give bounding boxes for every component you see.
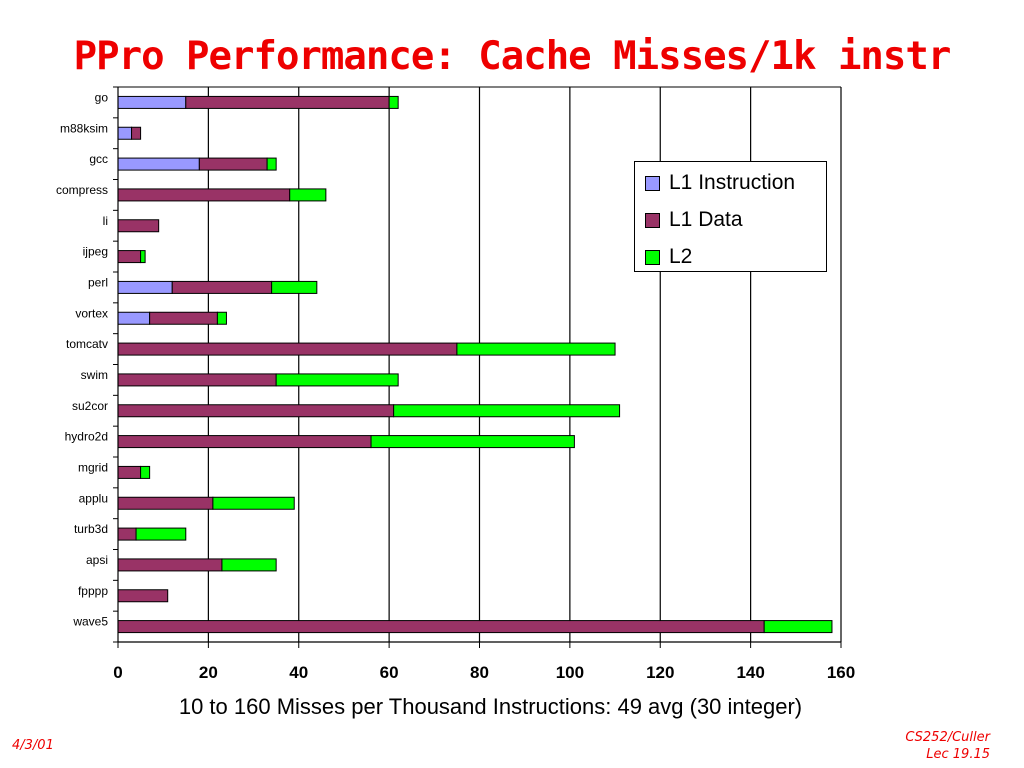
slide-title: PPro Performance: Cache Misses/1k instr — [73, 34, 952, 79]
x-tick-label: 0 — [113, 663, 122, 682]
legend-swatch-l1-data — [645, 213, 660, 228]
x-tick-label: 80 — [470, 663, 489, 682]
x-axis-title: 10 to 160 Misses per Thousand Instructio… — [179, 694, 802, 719]
bar-segment-l2 — [212, 496, 295, 510]
bar-segment-l1-data — [117, 465, 142, 479]
category-label: li — [103, 214, 108, 228]
category-label: swim — [81, 368, 108, 382]
legend-label-l1-instruction: L1 Instruction — [669, 171, 796, 194]
bar-segment-l1-data — [117, 404, 395, 418]
axis-labels: 0 20 40 60 80 100 120 140 160 go m88ksim gcc compres… — [56, 90, 855, 719]
x-tick-label: 160 — [827, 663, 855, 682]
bars — [117, 95, 833, 634]
category-label: tomcatv — [66, 337, 108, 351]
bar-segment-l2 — [388, 95, 399, 109]
bar-segment-l2 — [289, 188, 327, 202]
footer-course: CS252/Culler — [905, 730, 990, 745]
category-label: wave5 — [72, 615, 108, 629]
category-label: hydro2d — [65, 430, 108, 444]
bar-segment-l1-instruction — [117, 311, 151, 325]
bar-segment-l1-instruction — [117, 126, 133, 140]
bar-segment-l1-data — [117, 188, 291, 202]
bar-segment-l1-data — [198, 157, 268, 171]
chart-legend: L1 Instruction L1 Data L2 — [634, 161, 827, 272]
bar-segment-l1-data — [117, 342, 458, 356]
footer-course-info: CS252/Culler Lec 19.15 — [905, 729, 990, 763]
category-label: perl — [88, 275, 108, 289]
x-tick-label: 120 — [646, 663, 674, 682]
x-tick-label: 100 — [556, 663, 584, 682]
category-label: m88ksim — [60, 121, 108, 135]
category-label: vortex — [75, 306, 108, 320]
stacked-bar-chart: 0 20 40 60 80 100 120 140 160 go m88ksim gcc compres… — [56, 86, 855, 719]
bar-segment-l1-instruction — [117, 157, 200, 171]
category-label: ijpeg — [83, 245, 108, 259]
legend-label-l2: L2 — [669, 245, 693, 268]
axes — [113, 86, 842, 648]
bar-segment-l2 — [221, 558, 277, 572]
category-label: compress — [56, 183, 108, 197]
bar-segment-l1-data — [171, 280, 273, 294]
bar-segment-l2 — [140, 465, 151, 479]
category-label: apsi — [86, 553, 108, 567]
legend-swatch-l2 — [645, 250, 660, 265]
bar-segment-l1-data — [185, 95, 390, 109]
x-tick-label: 140 — [736, 663, 764, 682]
x-tick-label: 40 — [289, 663, 308, 682]
category-label: applu — [79, 491, 108, 505]
category-label: su2cor — [72, 399, 108, 413]
bar-segment-l2 — [275, 373, 399, 387]
bar-segment-l2 — [370, 435, 575, 449]
x-tick-label: 60 — [380, 663, 399, 682]
bar-segment-l1-instruction — [117, 95, 187, 109]
bar-segment-l1-data — [117, 250, 142, 264]
bar-segment-l2 — [271, 280, 318, 294]
bar-segment-l2 — [135, 527, 187, 541]
bar-segment-l1-data — [117, 496, 214, 510]
bar-segment-l2 — [393, 404, 621, 418]
bar-segment-l1-data — [117, 589, 169, 603]
bar-segment-l1-data — [117, 373, 277, 387]
bar-segment-l1-data — [117, 435, 372, 449]
footer-date: 4/3/01 — [12, 738, 54, 753]
bar-segment-l2 — [456, 342, 616, 356]
x-tick-label: 20 — [199, 663, 218, 682]
bar-segment-l1-instruction — [117, 280, 173, 294]
legend-swatch-l1-instruction — [645, 176, 660, 191]
bar-segment-l1-data — [117, 527, 137, 541]
category-label: go — [95, 90, 109, 104]
bar-segment-l1-data — [117, 620, 765, 634]
category-label: gcc — [89, 152, 108, 166]
category-label: turb3d — [74, 522, 108, 536]
bar-segment-l1-data — [131, 126, 142, 140]
bar-segment-l2 — [266, 157, 277, 171]
gridlines — [207, 87, 842, 642]
bar-segment-l2 — [216, 311, 227, 325]
category-label: fpppp — [78, 584, 108, 598]
bar-segment-l2 — [763, 620, 833, 634]
bar-segment-l1-data — [149, 311, 218, 325]
bar-segment-l2 — [140, 250, 146, 264]
bar-segment-l1-data — [117, 558, 223, 572]
legend-label-l1-data: L1 Data — [669, 208, 743, 231]
footer-lecture: Lec 19.15 — [926, 747, 990, 762]
category-label: mgrid — [78, 460, 108, 474]
bar-segment-l1-data — [117, 219, 160, 233]
